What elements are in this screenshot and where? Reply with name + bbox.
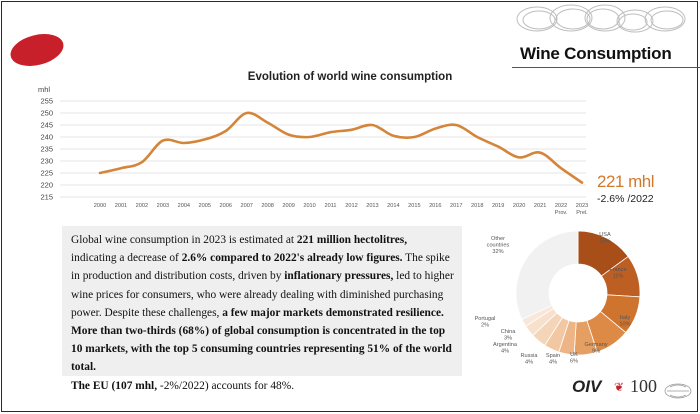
slice-value-label: 3% <box>504 336 512 342</box>
desc-text: led to higher wine prices for consumers,… <box>71 270 454 319</box>
y-tick-label: 250 <box>40 109 53 118</box>
x-tick-label: 2017 <box>450 203 462 209</box>
y-axis-unit-label: mhl <box>38 85 50 94</box>
x-tick-label: 2002 <box>136 203 148 209</box>
x-tick-label: 2016 <box>429 203 441 209</box>
oiv-logo-number: 100 <box>630 376 657 396</box>
slice-value-label: 4% <box>549 360 557 366</box>
y-tick-label: 240 <box>40 133 53 142</box>
oiv-logo-text: OIV <box>572 377 602 396</box>
y-tick-label: 215 <box>40 193 53 202</box>
y-tick-label: 255 <box>40 97 53 106</box>
slice-value-label: 4% <box>525 360 533 366</box>
x-tick-label: 2015 <box>408 203 420 209</box>
red-blob-decoration <box>10 34 64 66</box>
x-tick-label: 2010 <box>303 203 315 209</box>
slice-label: Germany <box>584 342 607 348</box>
line-chart: mhl 215 220 225 230 235 240 245 250 255 2000 2001… <box>38 85 588 216</box>
x-tick-label: 2020 <box>513 203 525 209</box>
desc-emphasis: inflationary pressures, <box>284 270 394 283</box>
slice-label: Russia <box>520 353 538 359</box>
x-tick-label: 2018 <box>471 203 483 209</box>
oiv-emblem-icon <box>664 383 692 399</box>
x-tick-label: 2006 <box>220 203 232 209</box>
slice-label: Other <box>491 236 505 242</box>
x-tick-label: 2003 <box>157 203 169 209</box>
desc-emphasis: The EU (107 mhl, <box>71 379 158 392</box>
x-tick-label: 2005 <box>199 203 211 209</box>
desc-text: Global wine consumption in 2023 is estim… <box>71 234 297 246</box>
grape-icon: ❦ <box>614 380 625 394</box>
slice-label: UK <box>570 352 578 358</box>
slice-value-label: 15% <box>599 239 610 245</box>
slice-value-label: 10% <box>619 322 630 328</box>
x-tick-label: 2008 <box>261 203 273 209</box>
x-tick-label: 2023 <box>576 203 588 209</box>
slice-value-label: 4% <box>501 349 509 355</box>
donut-slice <box>515 230 579 320</box>
slice-label: Argentina <box>493 342 518 348</box>
slice-label: countries <box>487 243 510 249</box>
x-tick-label: 2009 <box>282 203 294 209</box>
x-tick-label: 2000 <box>94 203 106 209</box>
desc-text: -2%/2022) accounts for 48%. <box>157 379 295 392</box>
x-tick-label: 2014 <box>387 203 399 209</box>
slice-value-label: 2% <box>481 323 489 329</box>
slice-label: Italy <box>620 315 630 321</box>
latest-value-callout: 221 mhl <box>597 172 654 191</box>
x-tick-label: 2021 <box>534 203 546 209</box>
x-tick-label: 2004 <box>178 203 190 209</box>
x-tick-label: 2022 <box>555 203 567 209</box>
slice-label: Spain <box>546 353 560 359</box>
slice-label: Portugal <box>475 316 496 322</box>
slice-value-label: 6% <box>570 359 578 365</box>
desc-text: The spike in production and distribution… <box>71 252 450 283</box>
x-tick-sublabel: Prel. <box>576 210 588 216</box>
x-tick-label: 2019 <box>492 203 504 209</box>
title-divider <box>512 67 700 68</box>
x-tick-sublabel: Prov. <box>555 210 568 216</box>
x-tick-label: 2013 <box>366 203 378 209</box>
x-tick-label: 2012 <box>345 203 357 209</box>
x-tick-label: 2001 <box>115 203 127 209</box>
slice-label: USA <box>599 232 611 238</box>
y-tick-label: 245 <box>40 121 53 130</box>
slide-title: Wine Consumption <box>520 44 672 63</box>
slice-label: China <box>501 329 517 335</box>
latest-change-callout: -2.6% /2022 <box>597 193 654 205</box>
y-tick-label: 220 <box>40 181 53 190</box>
slice-value-label: 9% <box>592 349 600 355</box>
slice-value-label: 32% <box>492 249 503 255</box>
chart-title: Evolution of world wine consumption <box>247 71 453 83</box>
y-tick-label: 230 <box>40 157 53 166</box>
y-tick-label: 225 <box>40 169 53 178</box>
desc-emphasis: More than two-thirds (68%) of global con… <box>71 325 452 374</box>
desc-text: indicating a decrease of <box>71 252 182 265</box>
wine-glasses-decoration <box>516 4 686 33</box>
desc-emphasis: 2.6% compared to 2022's already low figu… <box>181 252 403 265</box>
desc-emphasis: 221 million hectolitres, <box>296 234 408 246</box>
slice-label: France <box>609 267 626 273</box>
y-tick-label: 235 <box>40 145 53 154</box>
consumption-series-line <box>98 111 584 184</box>
slice-value-label: 11% <box>613 274 624 280</box>
x-tick-label: 2011 <box>325 203 337 209</box>
description-box: Global wine consumption in 2023 is estim… <box>62 226 462 392</box>
x-tick-label: 2007 <box>240 203 252 209</box>
desc-emphasis: a few major markets demonstrated resilie… <box>222 306 444 319</box>
